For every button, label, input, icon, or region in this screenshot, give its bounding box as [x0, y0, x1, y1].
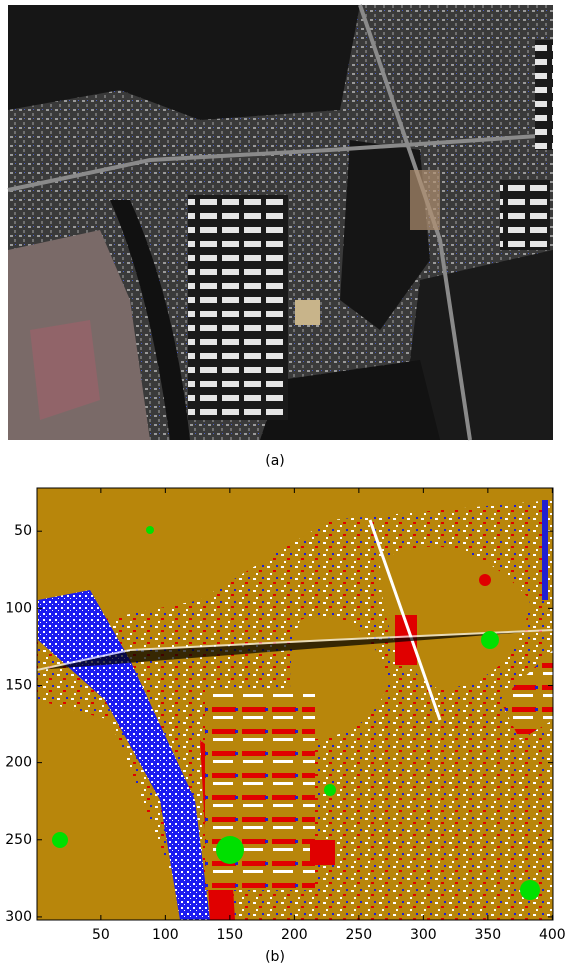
panel-caption: (b) [265, 949, 285, 965]
classification-map [37, 488, 553, 920]
x-tick-label: 300 [410, 927, 437, 943]
y-tick-label: 150 [5, 677, 32, 693]
page: {"panels": [ {"caption": "(a)"}, {"capti… [0, 0, 566, 974]
y-tick-label: 100 [5, 600, 32, 616]
x-tick-label: 100 [152, 927, 179, 943]
y-tick-label: 250 [5, 832, 32, 848]
aerial-image [8, 5, 553, 440]
y-tick-label: 200 [5, 755, 32, 771]
y-tick-label: 300 [5, 909, 32, 925]
y-tick-label: 50 [14, 523, 32, 539]
x-tick-label: 150 [216, 927, 243, 943]
panel-caption: (a) [265, 453, 285, 469]
x-tick-label: 400 [539, 927, 566, 943]
figure: (a) (b) 50 100 150 200 250 300 350 400 50 100 150 2… [0, 0, 566, 970]
x-tick-label: 200 [281, 927, 308, 943]
x-tick-label: 50 [92, 927, 110, 943]
x-tick-label: 350 [474, 927, 501, 943]
x-tick-label: 250 [345, 927, 372, 943]
